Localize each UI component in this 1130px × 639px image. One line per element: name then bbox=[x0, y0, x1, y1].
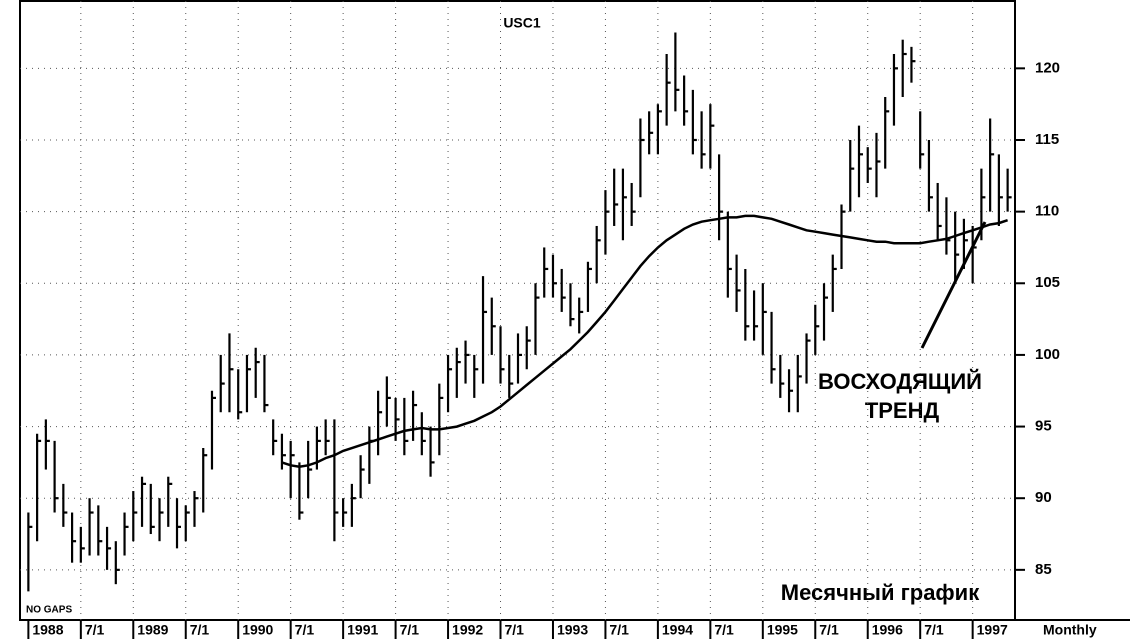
x-tick-label: 1995 bbox=[767, 622, 798, 638]
plot-frame bbox=[19, 0, 1016, 621]
x-tick-label: 7/1 bbox=[190, 622, 210, 638]
x-tick-label: 1991 bbox=[347, 622, 378, 638]
y-tick-label: 115 bbox=[1035, 131, 1059, 148]
x-tick-label: 1997 bbox=[977, 622, 1008, 638]
annotation: NO GAPS bbox=[26, 605, 72, 616]
x-tick-label: 7/1 bbox=[714, 622, 734, 638]
x-tick-label: 7/1 bbox=[505, 622, 525, 638]
x-axis-label: Monthly bbox=[1043, 622, 1097, 638]
y-tick-label: 100 bbox=[1035, 346, 1060, 363]
x-tick-label: 1990 bbox=[242, 622, 273, 638]
x-tick-label: 1993 bbox=[557, 622, 588, 638]
x-tick-label: 7/1 bbox=[609, 622, 629, 638]
y-tick-label: 105 bbox=[1035, 274, 1060, 291]
x-tick-label: 1988 bbox=[32, 622, 63, 638]
x-tick-label: 1996 bbox=[872, 622, 903, 638]
annotation: ВОСХОДЯЩИЙ bbox=[818, 369, 982, 394]
x-tick-label: 7/1 bbox=[924, 622, 944, 638]
y-tick-label: 85 bbox=[1035, 561, 1052, 578]
x-tick-label: 1992 bbox=[452, 622, 483, 638]
x-tick-label: 7/1 bbox=[400, 622, 420, 638]
y-tick-label: 110 bbox=[1035, 203, 1059, 220]
annotation: Месячный график bbox=[781, 580, 980, 605]
x-tick-label: 7/1 bbox=[295, 622, 315, 638]
x-tick-label: 1989 bbox=[137, 622, 168, 638]
x-tick-label: 7/1 bbox=[85, 622, 105, 638]
chart-title: USC1 bbox=[503, 15, 541, 31]
annotation: ТРЕНД bbox=[865, 398, 940, 423]
trend-pointer bbox=[920, 221, 987, 349]
y-tick-label: 90 bbox=[1035, 489, 1052, 506]
x-tick-label: 7/1 bbox=[819, 622, 839, 638]
x-tick-label: 1994 bbox=[662, 622, 693, 638]
y-tick-label: 120 bbox=[1035, 59, 1060, 76]
moving-average-line bbox=[281, 214, 1008, 468]
y-tick-label: 95 bbox=[1035, 418, 1052, 435]
